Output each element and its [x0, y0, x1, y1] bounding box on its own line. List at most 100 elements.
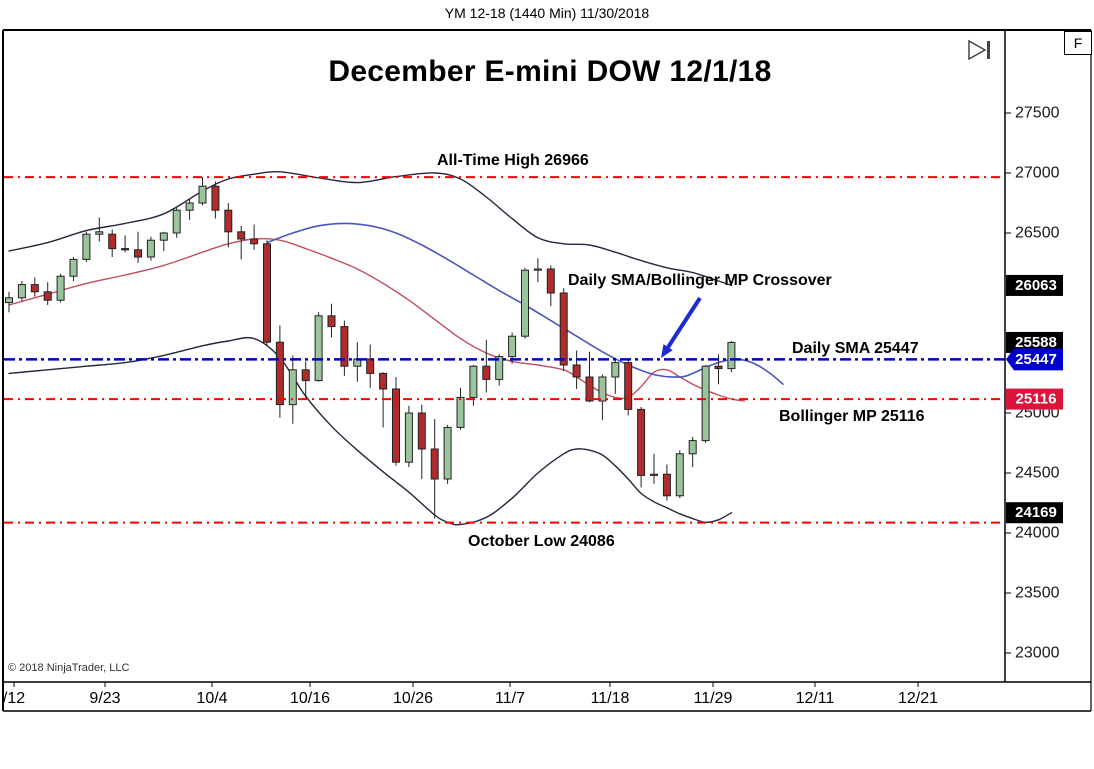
price-marker-value: 26063: [1015, 277, 1057, 294]
candle-body: [714, 365, 723, 370]
window-title: YM 12-18 (1440 Min) 11/30/2018: [444, 5, 650, 21]
candle-body: [134, 249, 142, 258]
price-axis-label: 23000: [1015, 645, 1060, 662]
candlesticks: [5, 177, 736, 519]
candle-body: [275, 341, 284, 406]
time-axis-label: 10/16: [290, 690, 330, 707]
price-axis-label: 27500: [1015, 105, 1060, 122]
time-axis-label: /12: [3, 690, 25, 707]
candle-body: [17, 284, 26, 299]
time-axis-label: 11/29: [694, 690, 733, 707]
candle-body: [469, 365, 478, 398]
candle-body: [288, 369, 297, 406]
candle-body: [185, 202, 194, 211]
annotation-october-low: October Low 24086: [468, 533, 615, 550]
candle-body: [379, 372, 388, 390]
candle-body: [314, 315, 323, 382]
candle-body: [482, 365, 491, 380]
annotation-all-time-high: All-Time High 26966: [437, 152, 589, 169]
price-marker-badge: [1006, 502, 1063, 524]
candle-body: [521, 269, 529, 337]
time-axis-label: 12/11: [796, 690, 835, 707]
price-marker-badge: [1006, 348, 1063, 371]
candle-body: [701, 365, 710, 442]
price-marker-value: 25116: [1016, 391, 1057, 408]
candle-body: [637, 408, 646, 476]
candle-body: [327, 315, 336, 328]
candle-body: [146, 239, 155, 258]
candle-body: [224, 209, 233, 233]
format-window-button[interactable]: F: [1064, 31, 1092, 55]
candle-body: [404, 412, 413, 463]
time-axis[interactable]: /12 9/23 10/4 10/16 10/26 11/7 11/18 11/29 12/11…: [3, 682, 938, 707]
candle-body: [5, 297, 13, 304]
candle-body: [572, 364, 581, 378]
candle-body: [172, 209, 181, 234]
time-axis-label: 12/21: [898, 690, 938, 707]
candle-body: [675, 453, 684, 497]
candle-body: [546, 268, 555, 294]
candle-body: [198, 185, 207, 204]
candle-body: [392, 388, 400, 463]
candle-body: [250, 238, 259, 245]
price-axis-label: 27000: [1015, 165, 1060, 182]
candle-body: [559, 292, 568, 366]
candle-body: [237, 231, 246, 240]
candle-body: [82, 233, 91, 260]
candle-body: [598, 376, 607, 402]
candle-body: [495, 356, 504, 380]
price-axis-label: 23500: [1015, 585, 1060, 602]
candle-body: [263, 243, 271, 343]
time-axis-label: 10/4: [196, 690, 227, 707]
candle-body: [624, 362, 633, 410]
annotation-daily-sma: Daily SMA 25447: [792, 340, 919, 357]
candle-body: [727, 341, 736, 370]
candle-body: [43, 291, 52, 301]
price-marker-badge: [1006, 274, 1063, 296]
candle-body: [366, 358, 375, 374]
candle-body: [585, 376, 594, 402]
go-to-end-button[interactable]: [968, 39, 990, 61]
candle-body: [159, 232, 168, 241]
crossover-arrowhead: [661, 344, 673, 358]
candle-body: [443, 426, 452, 480]
candle-body: [30, 284, 39, 293]
candle-body: [340, 326, 349, 367]
time-axis-label: 10/26: [393, 690, 433, 707]
candle-body: [211, 185, 220, 211]
price-axis-label: 24000: [1015, 525, 1060, 542]
plot-area[interactable]: [5, 170, 784, 526]
candle-body: [650, 473, 658, 476]
copyright-text: © 2018 NinjaTrader, LLC: [8, 662, 130, 674]
time-axis-label: 11/7: [495, 690, 525, 707]
candle-body: [417, 412, 426, 450]
price-marker-value: 25447: [1015, 351, 1057, 368]
candle-body: [121, 248, 130, 251]
time-axis-label: 11/18: [591, 690, 630, 707]
crossover-arrow[interactable]: [666, 296, 702, 349]
time-axis-label: 9/23: [89, 690, 120, 707]
annotation-bollinger-mp: Bollinger MP 25116: [779, 408, 925, 425]
price-axis-label: 24500: [1015, 465, 1060, 482]
annotation-crossover: Daily SMA/Bollinger MP Crossover: [568, 272, 832, 289]
bollinger-upper-band: [8, 170, 733, 287]
candle-body: [56, 275, 65, 301]
candle-body: [688, 440, 697, 455]
price-marker-value: 25588: [1015, 334, 1057, 351]
price-axis-label: 26500: [1015, 225, 1060, 242]
candle-body: [108, 233, 117, 250]
price-marker-badge: [1006, 388, 1063, 410]
bollinger-midline: [8, 237, 745, 402]
candle-body: [69, 258, 78, 277]
candle-body: [456, 396, 465, 428]
candle-body: [508, 335, 517, 358]
candle-body: [533, 268, 542, 271]
price-marker-badge: [1006, 331, 1063, 353]
chart-title: December E-mini DOW 12/1/18: [328, 55, 772, 88]
candle-body: [430, 448, 439, 480]
candle-body: [611, 362, 620, 378]
price-marker-value: 24169: [1015, 504, 1057, 521]
